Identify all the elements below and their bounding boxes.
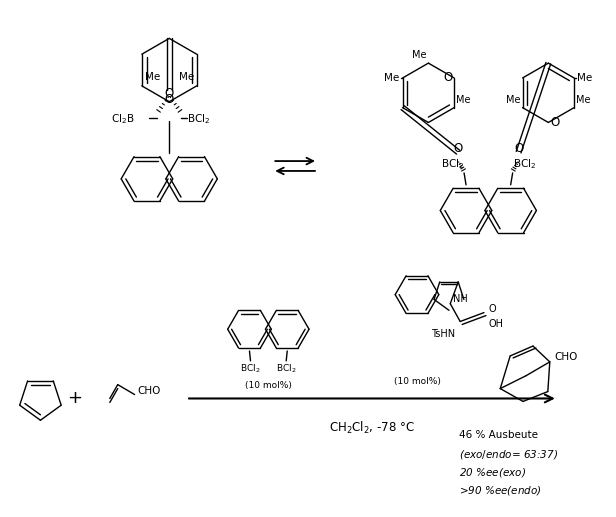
Text: Me: Me	[506, 95, 521, 104]
Text: O: O	[443, 71, 452, 84]
Text: BCl$_2$: BCl$_2$	[513, 157, 536, 171]
Text: O: O	[489, 303, 496, 314]
Text: ($exo/endo$= 63:37): ($exo/endo$= 63:37)	[459, 448, 558, 461]
Text: Me: Me	[412, 50, 426, 60]
Text: +: +	[67, 389, 82, 407]
Text: Me: Me	[576, 95, 591, 104]
Text: O: O	[514, 142, 523, 155]
Text: BCl$_2$: BCl$_2$	[276, 363, 296, 375]
Text: Cl$_2$B: Cl$_2$B	[111, 113, 134, 127]
Text: CHO: CHO	[137, 386, 161, 396]
Text: O: O	[550, 116, 559, 129]
Text: O: O	[164, 87, 174, 100]
Text: TsHN: TsHN	[431, 329, 455, 340]
Text: BCl$_2$: BCl$_2$	[240, 363, 261, 375]
Text: NH: NH	[453, 294, 468, 305]
Text: CHO: CHO	[555, 352, 578, 362]
Text: Me: Me	[456, 95, 471, 104]
Text: >90 %ee($endo$): >90 %ee($endo$)	[459, 483, 541, 496]
Text: BCl$_2$: BCl$_2$	[441, 157, 464, 171]
Text: BCl$_2$: BCl$_2$	[187, 113, 210, 127]
Text: Me: Me	[145, 72, 160, 82]
Text: O: O	[164, 93, 174, 106]
Text: Me: Me	[179, 72, 194, 82]
Text: Me: Me	[384, 73, 400, 83]
Text: (10 mol%): (10 mol%)	[394, 377, 440, 386]
Text: (10 mol%): (10 mol%)	[245, 381, 292, 390]
Text: O: O	[453, 142, 463, 155]
Text: 46 % Ausbeute: 46 % Ausbeute	[459, 430, 538, 440]
Text: OH: OH	[489, 320, 504, 329]
Text: 20 %ee($exo$): 20 %ee($exo$)	[459, 466, 525, 479]
Text: Me: Me	[577, 73, 593, 83]
Text: CH$_2$Cl$_2$, -78 °C: CH$_2$Cl$_2$, -78 °C	[328, 420, 415, 436]
